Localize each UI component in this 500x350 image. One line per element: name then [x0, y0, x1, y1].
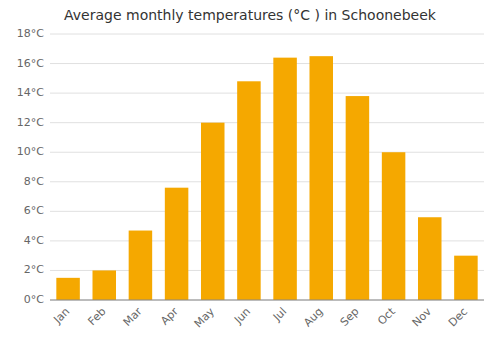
- grid-line: [50, 211, 484, 212]
- y-tick-label: 8°C: [24, 175, 44, 188]
- grid-line: [50, 300, 484, 301]
- x-tick-label: Jan: [50, 305, 72, 327]
- bar: [273, 58, 297, 300]
- chart-container: 0°C 2°C 4°C 6°C 8°C 10°C 12°C 14°C 16°C 18°C Jan Fe…: [0, 0, 500, 350]
- x-tick-label: Jun: [231, 305, 253, 327]
- x-tick-label: Oct: [375, 305, 398, 328]
- grid-line: [50, 122, 484, 123]
- y-axis: 0°C 2°C 4°C 6°C 8°C 10°C 12°C 14°C 16°C 18°C: [17, 27, 44, 306]
- bar: [237, 81, 261, 300]
- x-tick-label: Apr: [158, 305, 181, 328]
- grid: [50, 34, 484, 300]
- grid-line: [50, 63, 484, 64]
- bar: [346, 96, 370, 300]
- title: Average monthly temperatures (°C ) in Sc…: [64, 7, 437, 23]
- x-tick-label: Mar: [121, 305, 145, 329]
- x-axis-line: [50, 300, 484, 301]
- bar: [165, 188, 189, 300]
- chart: 0°C 2°C 4°C 6°C 8°C 10°C 12°C 14°C 16°C 18°C Jan Fe…: [0, 0, 500, 350]
- bar: [92, 270, 116, 300]
- y-tick-label: 18°C: [17, 27, 44, 40]
- x-tick-label: May: [192, 305, 218, 331]
- y-tick-label: 12°C: [17, 116, 44, 129]
- x-axis: Jan Feb Mar Apr May Jun Jul Aug Sep Oct Nov Dec: [50, 305, 470, 331]
- bar: [129, 231, 153, 300]
- grid-line: [50, 181, 484, 182]
- bar: [201, 123, 225, 300]
- x-tick-label: Jul: [270, 305, 289, 324]
- grid-line: [50, 93, 484, 94]
- bars: [56, 56, 477, 300]
- y-tick-label: 6°C: [24, 204, 44, 217]
- x-tick-label: Feb: [86, 305, 109, 328]
- x-tick-label: Aug: [301, 305, 325, 329]
- y-tick-label: 10°C: [17, 145, 44, 158]
- y-tick-label: 4°C: [24, 234, 44, 247]
- bar: [418, 217, 442, 300]
- y-tick-label: 16°C: [17, 57, 44, 70]
- bar: [454, 256, 478, 300]
- bar: [309, 56, 333, 300]
- x-tick-label: Dec: [446, 305, 470, 329]
- y-tick-label: 2°C: [24, 263, 44, 276]
- bar: [382, 152, 406, 300]
- grid-line: [50, 34, 484, 35]
- y-tick-label: 0°C: [24, 293, 44, 306]
- bar: [56, 278, 80, 300]
- y-tick-label: 14°C: [17, 86, 44, 99]
- grid-line: [50, 152, 484, 153]
- x-tick-label: Sep: [338, 305, 362, 329]
- x-tick-label: Nov: [410, 305, 435, 330]
